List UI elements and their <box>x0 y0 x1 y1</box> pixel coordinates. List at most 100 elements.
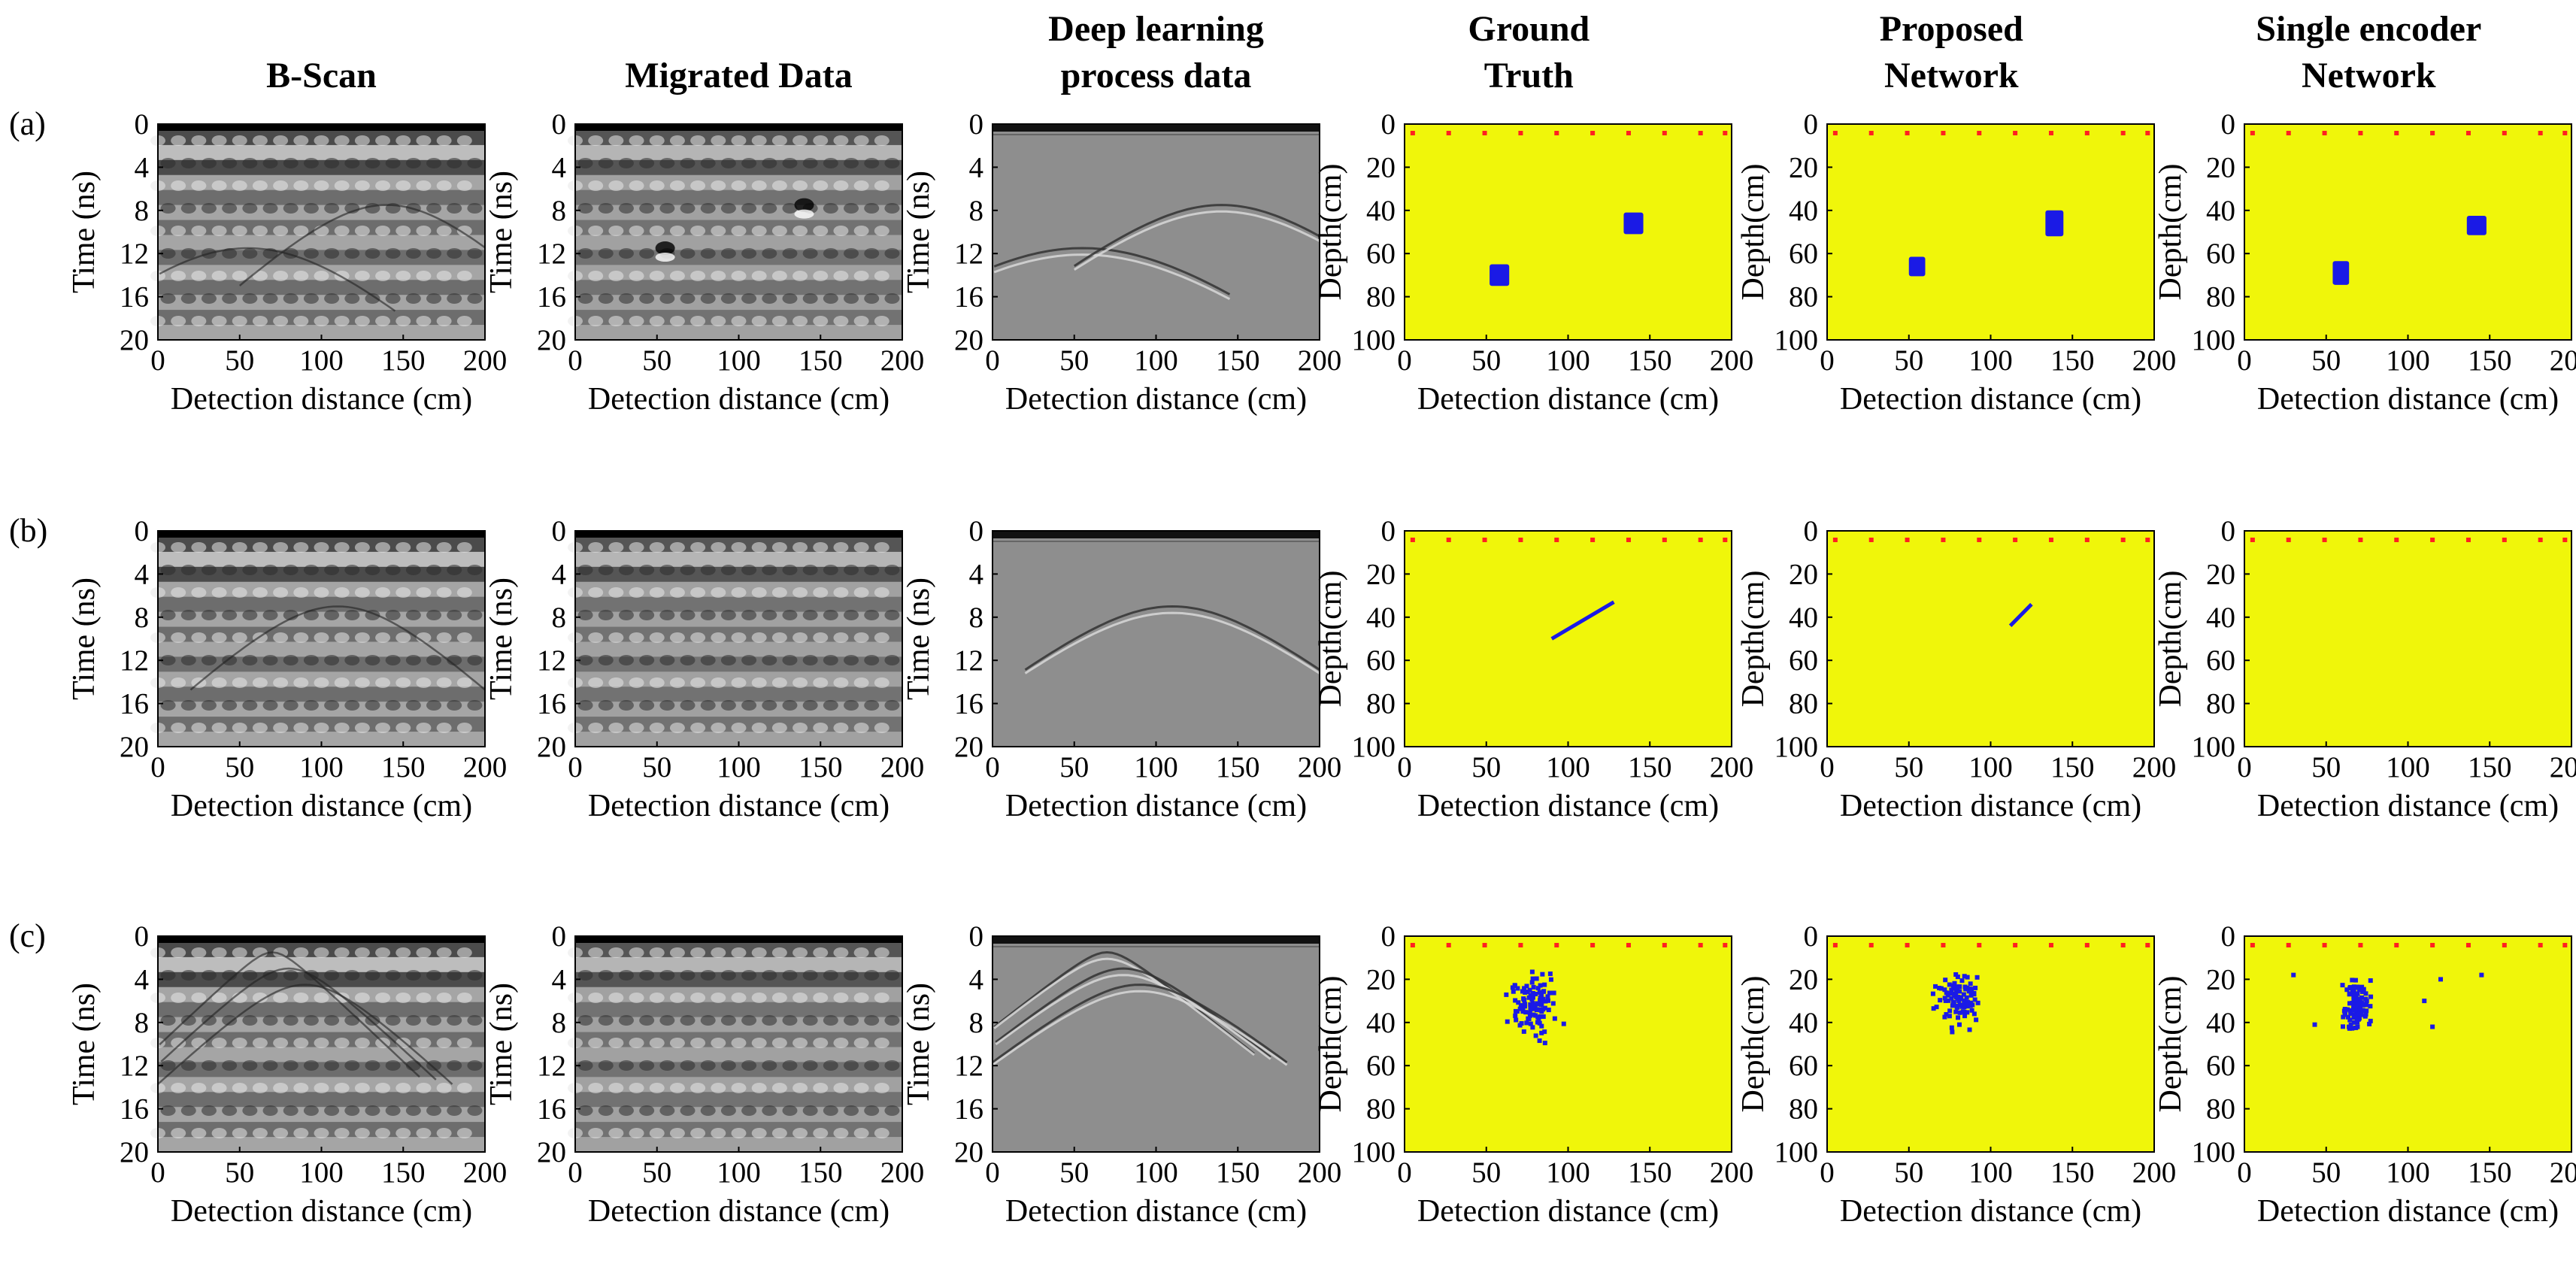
gpr-texture-dot <box>436 947 452 958</box>
gpr-texture-dot <box>792 677 808 688</box>
panel-frame <box>1404 530 1732 747</box>
gpr-texture-dot <box>690 135 706 146</box>
target-particle <box>1938 986 1944 991</box>
antenna-marker <box>1410 131 1415 135</box>
y-axis-label: Time (ns) <box>484 983 519 1105</box>
target-particle <box>1969 987 1974 992</box>
target-particle <box>2347 1001 2353 1006</box>
target-particle <box>2344 1007 2350 1012</box>
antenna-marker <box>1446 538 1451 542</box>
hyperbola-curve <box>159 951 420 1078</box>
gpr-texture-dot <box>447 700 462 711</box>
target-particle <box>1949 1025 1954 1030</box>
y-tick-label: 16 <box>954 1093 983 1126</box>
gpr-texture-dot <box>700 655 716 665</box>
gpr-texture-dot <box>711 947 726 958</box>
gpr-texture-dot <box>823 655 838 665</box>
gpr-texture-dot <box>813 1038 829 1048</box>
x-tick-label: 0 <box>568 1156 583 1189</box>
gpr-band <box>575 144 902 160</box>
target-particle <box>1965 974 1970 980</box>
gpr-texture-dot <box>456 723 472 733</box>
x-tick-label: 50 <box>1471 344 1501 377</box>
gpr-texture-dot <box>853 271 869 281</box>
gpr-texture-dot <box>813 226 829 236</box>
gpr-texture-dot <box>700 203 716 214</box>
target-particle <box>2347 986 2353 991</box>
target-particle <box>1529 993 1534 998</box>
gpr-texture-dot <box>577 158 593 168</box>
gpr-texture-dot <box>813 135 829 146</box>
gpr-texture-dot <box>211 316 227 326</box>
x-tick-label: 150 <box>1216 1156 1260 1189</box>
gpr-texture-dot <box>649 542 665 553</box>
gpr-texture-dot <box>262 970 278 981</box>
gpr-texture-dot <box>211 993 227 1003</box>
gpr-texture-dot <box>436 993 452 1003</box>
gpr-texture-dot <box>456 1128 472 1138</box>
y-tick-label: 20 <box>1366 558 1396 590</box>
y-tick-label: 4 <box>969 151 984 183</box>
gpr-texture-dot <box>293 993 309 1003</box>
gpr-texture-dot <box>375 587 391 598</box>
y-tick-label: 100 <box>1352 324 1396 356</box>
gpr-texture-dot <box>598 1015 614 1026</box>
antenna-marker <box>1482 131 1487 135</box>
gpr-texture-dot <box>771 180 787 191</box>
gpr-texture-dot <box>618 610 634 620</box>
y-tick-label: 20 <box>537 324 566 356</box>
x-axis-label: Detection distance (cm) <box>2257 382 2559 417</box>
y-tick-label: 20 <box>2206 963 2235 996</box>
antenna-marker <box>2145 538 2150 542</box>
x-tick-label: 0 <box>985 751 1000 784</box>
x-tick-label: 150 <box>2468 344 2512 377</box>
gpr-texture-dot <box>334 632 350 643</box>
gpr-texture-dot <box>201 158 217 168</box>
gpr-texture-dot <box>222 158 238 168</box>
gpr-texture-dot <box>293 1038 309 1048</box>
y-tick-label: 100 <box>2192 731 2236 763</box>
gpr-texture-dot <box>191 947 207 958</box>
target-particle <box>1962 974 1967 979</box>
y-tick-label: 12 <box>954 644 983 677</box>
antenna-marker <box>1832 943 1838 947</box>
gpr-texture-dot <box>314 1128 329 1138</box>
x-tick-label: 50 <box>642 1156 671 1189</box>
x-axis-label: Detection distance (cm) <box>2257 789 2559 823</box>
antenna-marker <box>2358 943 2363 947</box>
antenna-marker <box>1482 943 1487 947</box>
target-particle <box>1561 1021 1566 1026</box>
antenna-marker <box>2084 131 2090 135</box>
gpr-texture-dot <box>293 632 309 643</box>
target-particle <box>2348 1022 2353 1027</box>
map-background <box>1827 124 2154 340</box>
gpr-texture-dot <box>618 203 634 214</box>
gpr-texture-dot <box>262 610 278 620</box>
y-tick-label: 80 <box>1789 1093 1818 1126</box>
y-tick-label: 80 <box>1366 1093 1396 1126</box>
y-tick-label: 80 <box>1366 281 1396 314</box>
x-tick-label: 200 <box>1710 344 1754 377</box>
y-tick-label: 80 <box>1366 688 1396 720</box>
antenna-marker <box>2145 943 2150 947</box>
direct-wave <box>575 531 902 538</box>
gpr-texture-dot <box>608 993 624 1003</box>
target-particle <box>1930 991 1935 996</box>
gpr-texture-dot <box>792 632 808 643</box>
gpr-texture-dot <box>467 248 483 259</box>
gpr-texture-dot <box>813 947 829 958</box>
gpr-texture-dot <box>771 271 787 281</box>
gpr-texture-dot <box>426 1060 442 1071</box>
x-tick-label: 100 <box>299 344 344 377</box>
antenna-marker <box>2430 538 2435 542</box>
x-tick-label: 100 <box>717 344 761 377</box>
gpr-texture-dot <box>588 1083 604 1093</box>
antenna-marker <box>2013 538 2018 542</box>
gpr-texture-dot <box>180 1060 196 1071</box>
x-tick-label: 100 <box>299 1156 344 1189</box>
y-tick-label: 0 <box>1381 515 1396 547</box>
gpr-texture-dot <box>853 180 869 191</box>
gpr-texture-dot <box>180 610 196 620</box>
gpr-texture-dot <box>354 1038 370 1048</box>
column-title: Migrated Data <box>625 56 853 95</box>
